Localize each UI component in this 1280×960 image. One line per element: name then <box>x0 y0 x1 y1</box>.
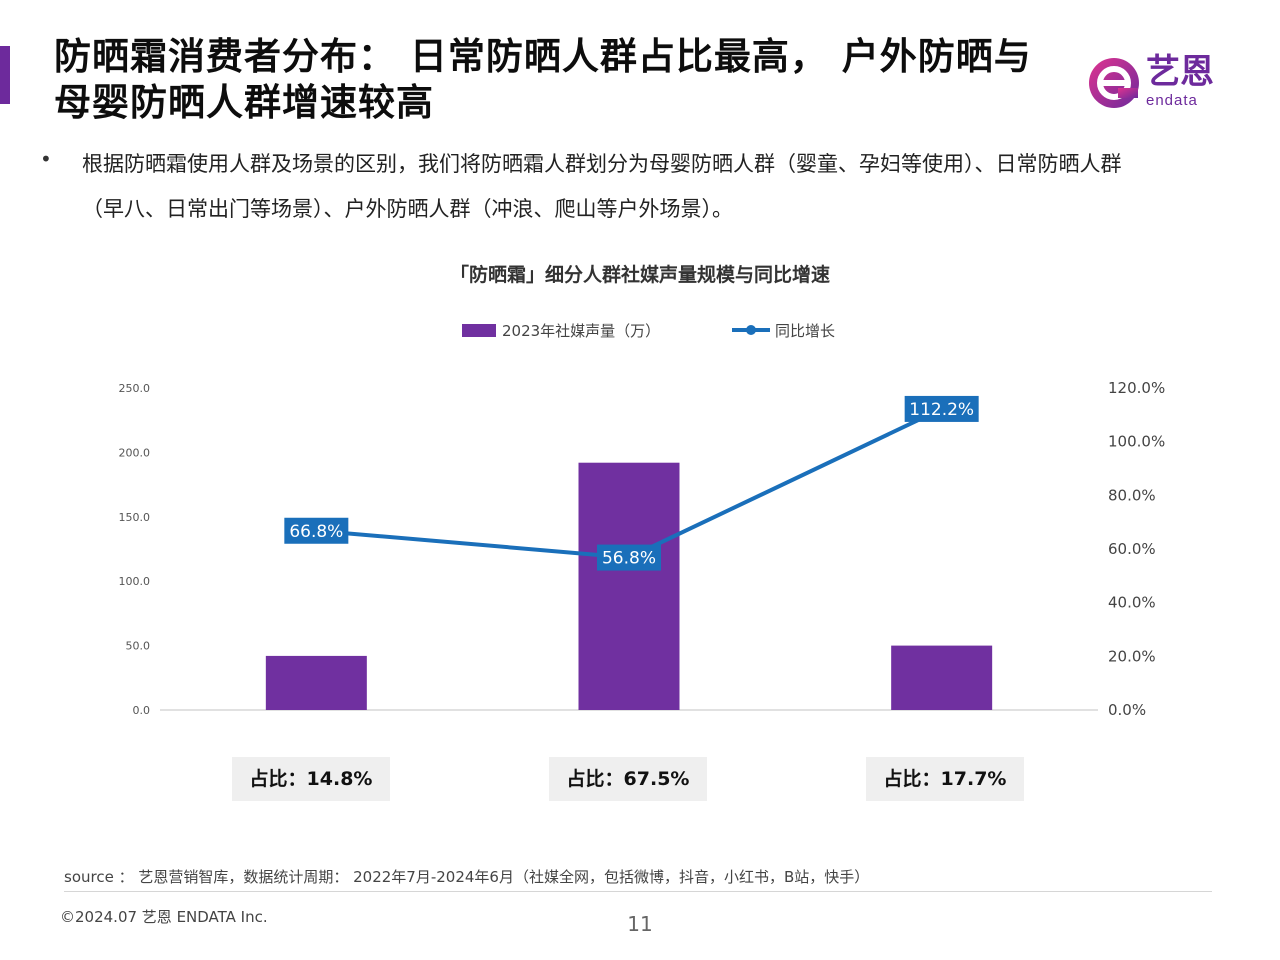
legend-swatch-bar <box>462 324 496 337</box>
y-right-tick-label: 80.0% <box>1108 486 1156 504</box>
endata-logo: 艺恩 endata <box>1084 52 1234 114</box>
data-label-box <box>284 517 349 544</box>
footer-divider <box>64 891 1212 892</box>
page-title: 防晒霜消费者分布： 日常防晒人群占比最高， 户外防晒与母婴防晒人群增速较高 <box>54 35 1032 124</box>
data-label: 66.8% <box>289 522 343 542</box>
bar <box>891 645 993 710</box>
y-left-tick-label: 0.0 <box>133 704 151 717</box>
data-label-box <box>597 544 661 571</box>
combo-chart: 2023年社媒声量（万） 同比增长 0.0 50.0 100.0 150.0 200.0… <box>119 322 1166 719</box>
y-left-tick-label: 200.0 <box>119 446 151 459</box>
data-label: 112.2% <box>909 400 974 420</box>
y-right-tick-label: 20.0% <box>1108 647 1156 665</box>
y-left-tick-label: 150.0 <box>119 511 151 524</box>
y-right-tick-label: 120.0% <box>1108 379 1165 397</box>
data-label: 56.8% <box>602 549 656 569</box>
legend-label-bar: 2023年社媒声量（万） <box>502 322 660 340</box>
share-box-maternal: 占比：14.8% <box>232 757 390 801</box>
share-box-daily: 占比：67.5% <box>549 757 707 801</box>
bar <box>265 655 367 710</box>
y-right-tick-label: 60.0% <box>1108 540 1156 558</box>
y-left-tick-label: 250.0 <box>119 382 151 395</box>
chart-title: 「防晒霜」细分人群社媒声量规模与同比增速 <box>449 264 830 286</box>
logo-name: 艺恩 <box>1146 52 1214 92</box>
legend-swatch-marker <box>746 325 756 335</box>
y-left-tick-label: 50.0 <box>126 640 151 653</box>
copyright: ©2024.07 艺恩 ENDATA Inc. <box>60 908 268 926</box>
share-box-outdoor: 占比：17.7% <box>866 757 1024 801</box>
growth-line: 66.8% 56.8% 112.2% <box>284 395 979 571</box>
source-note: source ： 艺恩营销智库，数据统计周期： 2022年7月-2024年6月（… <box>64 868 870 886</box>
y-right-tick-label: 100.0% <box>1108 433 1165 451</box>
y-right-tick-label: 0.0% <box>1108 701 1146 719</box>
logo-sub: endata <box>1146 92 1198 109</box>
bars <box>265 462 993 710</box>
y-right-tick-label: 40.0% <box>1108 594 1156 612</box>
legend: 2023年社媒声量（万） 同比增长 <box>462 322 835 340</box>
page-number: 11 <box>627 912 653 936</box>
intro-paragraph: 根据防晒霜使用人群及场景的区别，我们将防晒霜人群划分为母婴防晒人群（婴童、孕妇等… <box>82 152 1122 221</box>
legend-label-line: 同比增长 <box>775 322 835 340</box>
data-label-box <box>904 395 979 422</box>
bar <box>578 462 680 710</box>
y-left-tick-label: 100.0 <box>119 575 151 588</box>
bullet-marker: • <box>40 147 52 171</box>
accent-bar <box>0 46 10 104</box>
endata-logo-icon <box>1089 58 1139 108</box>
